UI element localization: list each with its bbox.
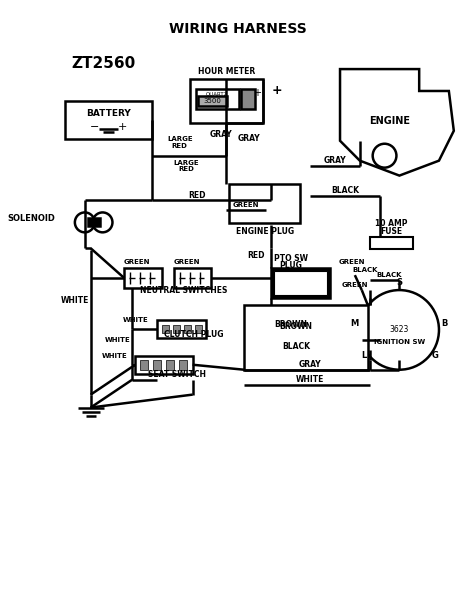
Text: G: G [431,351,438,360]
Text: GREEN: GREEN [233,203,259,209]
Text: GREEN: GREEN [124,259,150,265]
Text: M: M [350,319,358,328]
Bar [271,268,330,298]
Bar [124,268,162,288]
Circle shape [256,198,266,208]
Text: S: S [396,278,402,287]
Circle shape [256,211,266,220]
Text: +: + [253,88,261,98]
Bar [173,325,180,333]
Text: HOUR METER: HOUR METER [198,66,255,76]
Text: 10 AMP: 10 AMP [375,219,408,228]
Bar [241,89,255,109]
Bar [166,360,174,370]
Text: RED: RED [188,191,205,200]
Bar [229,184,301,223]
Text: RED: RED [172,142,188,149]
Text: BROWN: BROWN [280,322,312,332]
Text: PTO SW: PTO SW [273,254,308,263]
Text: L: L [361,351,366,360]
Text: +: + [272,85,282,98]
Text: +: + [118,122,127,132]
Text: CLUTCH PLUG: CLUTCH PLUG [164,330,223,340]
Circle shape [313,280,319,286]
Text: 3500: 3500 [203,98,221,104]
Circle shape [238,198,248,208]
Circle shape [290,280,295,286]
Text: IGNITION SW: IGNITION SW [374,339,425,345]
Circle shape [360,290,439,370]
Text: WIRING HARNESS: WIRING HARNESS [169,22,307,36]
Bar [162,325,169,333]
Circle shape [238,211,248,220]
Text: 3623: 3623 [390,325,409,335]
Text: BLACK: BLACK [377,272,402,278]
Text: GRAY: GRAY [299,360,322,369]
Text: BROWN: BROWN [274,321,307,330]
Text: LARGE: LARGE [174,160,200,166]
Bar [196,89,239,109]
Text: B: B [442,319,448,328]
Text: RED: RED [179,166,195,172]
Bar [65,101,152,139]
Bar [157,320,207,338]
Bar [135,356,192,374]
Text: BLACK: BLACK [282,343,310,351]
Bar [174,268,211,288]
Bar [195,325,201,333]
Text: GRAY: GRAY [237,134,260,143]
Text: WHITE: WHITE [61,295,89,305]
Text: GREEN: GREEN [338,259,365,265]
Text: ENGINE PLUG: ENGINE PLUG [236,227,294,236]
Bar [274,271,327,295]
Bar [184,325,191,333]
Text: BATTERY: BATTERY [86,109,131,119]
Text: BLACK: BLACK [331,186,359,195]
Text: WHITE: WHITE [296,375,325,384]
Text: SOLENOID: SOLENOID [8,214,55,223]
Text: LARGE: LARGE [167,136,192,142]
Text: PLUG: PLUG [279,261,302,270]
Text: WHITE: WHITE [122,317,148,323]
Circle shape [274,198,283,208]
Bar [88,219,100,227]
Circle shape [274,211,283,220]
Text: GREEN: GREEN [173,259,200,265]
Text: GRAY: GRAY [210,130,233,139]
Text: QUARTZ: QUARTZ [206,91,228,96]
Bar [244,305,368,370]
Text: BLACK: BLACK [352,267,377,273]
Bar [190,79,263,123]
Bar [198,96,227,106]
Text: GRAY: GRAY [324,156,346,165]
Text: GREEN: GREEN [342,282,368,288]
Circle shape [278,280,283,286]
Bar [153,360,161,370]
Bar [370,238,413,249]
Text: RED: RED [247,251,264,260]
Text: WHITE: WHITE [101,353,128,359]
Text: ENGINE: ENGINE [369,116,410,126]
Circle shape [75,212,95,232]
Text: ZT2560: ZT2560 [71,56,135,71]
Text: NEUTRAL SWITCHES: NEUTRAL SWITCHES [140,286,228,295]
Circle shape [93,212,112,232]
Circle shape [301,280,307,286]
Text: WHITE: WHITE [105,337,130,343]
Bar [140,360,148,370]
Text: SEAT SWITCH: SEAT SWITCH [148,370,206,379]
Text: −: − [90,122,100,132]
Text: FUSE: FUSE [381,227,402,236]
Bar [179,360,187,370]
